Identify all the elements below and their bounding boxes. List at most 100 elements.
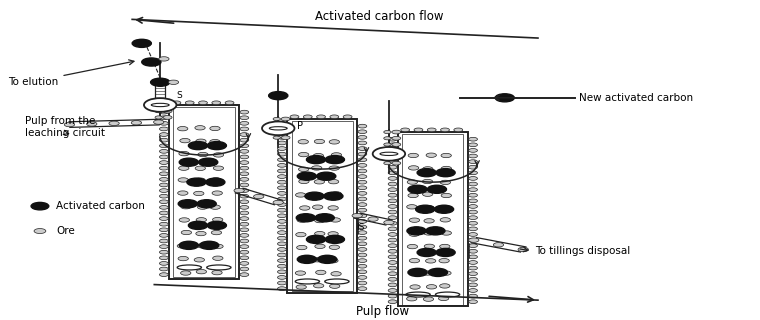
Circle shape (240, 222, 249, 226)
Circle shape (330, 218, 340, 222)
Circle shape (196, 218, 207, 222)
Circle shape (410, 270, 420, 275)
Circle shape (240, 194, 249, 198)
Circle shape (196, 269, 207, 274)
Text: Ore: Ore (56, 226, 75, 236)
Circle shape (426, 227, 445, 235)
Circle shape (277, 180, 287, 184)
Circle shape (277, 253, 287, 257)
Bar (287, 119, 357, 293)
Circle shape (240, 250, 249, 254)
Circle shape (372, 147, 405, 161)
Circle shape (160, 250, 168, 254)
Circle shape (388, 177, 397, 180)
Circle shape (439, 259, 449, 263)
Circle shape (160, 245, 168, 248)
Circle shape (469, 238, 479, 242)
Circle shape (388, 148, 397, 152)
Circle shape (179, 241, 198, 249)
Circle shape (296, 245, 307, 250)
Circle shape (178, 256, 188, 261)
Circle shape (240, 161, 249, 164)
Circle shape (163, 103, 172, 107)
Circle shape (388, 221, 397, 225)
Circle shape (313, 154, 324, 158)
Circle shape (213, 218, 223, 222)
Circle shape (315, 231, 325, 236)
Bar (292, 121, 353, 292)
Circle shape (240, 189, 249, 192)
Circle shape (160, 116, 168, 120)
Circle shape (388, 160, 397, 164)
Circle shape (358, 287, 367, 291)
Circle shape (388, 272, 397, 276)
Circle shape (315, 270, 326, 275)
Circle shape (368, 217, 378, 221)
Circle shape (198, 101, 207, 105)
Circle shape (213, 244, 223, 249)
Circle shape (392, 161, 401, 165)
Circle shape (358, 270, 367, 274)
Circle shape (329, 140, 340, 144)
Circle shape (315, 214, 334, 222)
Circle shape (160, 183, 168, 187)
Circle shape (269, 92, 288, 100)
Bar (155, 84, 166, 98)
Circle shape (424, 206, 434, 210)
Circle shape (469, 277, 477, 281)
Circle shape (210, 126, 220, 131)
Circle shape (440, 218, 451, 222)
Circle shape (312, 258, 322, 262)
Text: Activated carbon flow: Activated carbon flow (315, 10, 444, 23)
Circle shape (150, 78, 169, 86)
Circle shape (328, 180, 339, 184)
Circle shape (240, 138, 249, 142)
Circle shape (160, 161, 168, 164)
Circle shape (240, 267, 249, 271)
Circle shape (160, 149, 168, 153)
Ellipse shape (380, 152, 397, 156)
Circle shape (312, 166, 322, 170)
Circle shape (196, 231, 206, 236)
Circle shape (198, 158, 218, 166)
Circle shape (312, 205, 323, 209)
Circle shape (240, 211, 249, 215)
Circle shape (240, 116, 249, 120)
Circle shape (160, 239, 168, 243)
Circle shape (240, 183, 249, 187)
Circle shape (198, 205, 207, 209)
Circle shape (384, 149, 391, 152)
Circle shape (384, 220, 394, 225)
Circle shape (414, 128, 423, 132)
Circle shape (439, 244, 450, 249)
Circle shape (160, 222, 168, 226)
Circle shape (317, 115, 325, 119)
Circle shape (358, 186, 367, 190)
Circle shape (426, 153, 436, 157)
Circle shape (155, 116, 163, 119)
Circle shape (315, 218, 325, 223)
Circle shape (441, 153, 451, 158)
Text: To tillings disposal: To tillings disposal (535, 246, 630, 256)
Circle shape (277, 225, 287, 229)
Circle shape (177, 244, 188, 248)
Circle shape (109, 121, 119, 125)
Circle shape (358, 141, 367, 145)
Circle shape (299, 152, 309, 157)
Circle shape (417, 169, 436, 177)
Circle shape (65, 123, 74, 127)
Circle shape (210, 205, 220, 209)
Circle shape (358, 147, 367, 150)
Circle shape (188, 141, 207, 150)
Circle shape (212, 270, 222, 275)
Circle shape (469, 244, 477, 248)
Circle shape (388, 260, 397, 264)
Circle shape (358, 152, 367, 156)
Circle shape (493, 243, 504, 247)
Circle shape (392, 136, 401, 140)
Text: P: P (296, 121, 302, 131)
Circle shape (441, 271, 451, 275)
Circle shape (240, 245, 249, 248)
Circle shape (436, 169, 455, 177)
Circle shape (306, 235, 325, 244)
